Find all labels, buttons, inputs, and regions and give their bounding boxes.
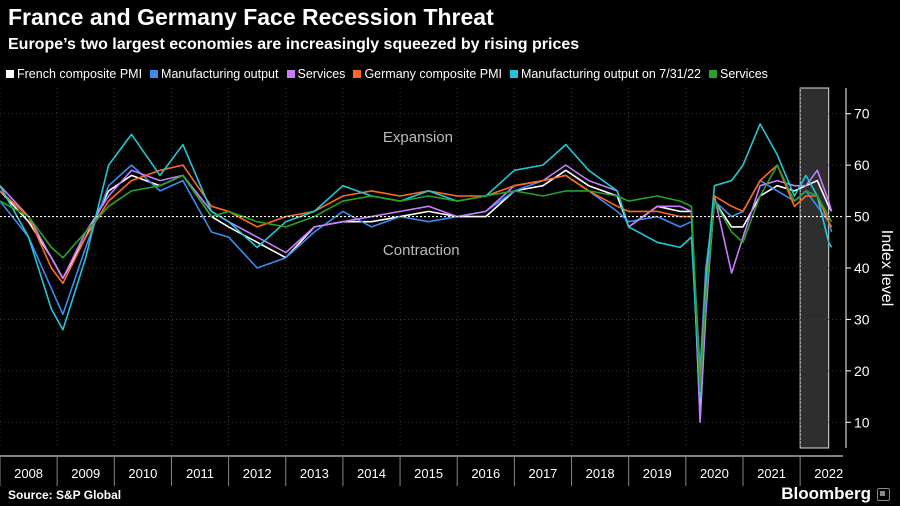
legend-swatch <box>708 70 717 78</box>
x-tick-label: 2012 <box>243 466 272 481</box>
x-tick-label: 2021 <box>757 466 786 481</box>
legend-item: Germany composite PMI <box>353 67 502 81</box>
y-tick-label: 40 <box>854 260 870 276</box>
legend-label: Manufacturing output <box>161 67 279 81</box>
series-line <box>0 123 833 398</box>
legend-item: Manufacturing output <box>150 67 279 81</box>
y-tick-label: 60 <box>854 157 870 173</box>
legend: French composite PMI Manufacturing outpu… <box>6 67 776 81</box>
x-tick-label: 2009 <box>71 466 100 481</box>
annotation-contraction: Contraction <box>383 242 460 259</box>
y-tick-label: 20 <box>854 363 870 379</box>
x-tick-label: 2014 <box>357 466 386 481</box>
series-line <box>0 164 833 393</box>
legend-swatch <box>353 70 362 78</box>
expand-icon[interactable] <box>877 487 890 501</box>
x-tick-label: 2013 <box>300 466 329 481</box>
chart-title: France and Germany Face Recession Threat <box>8 4 494 30</box>
legend-swatch <box>509 70 518 78</box>
x-tick-label: 2018 <box>586 466 615 481</box>
legend-item: Services <box>286 67 346 81</box>
y-tick-label: 30 <box>854 311 870 327</box>
legend-swatch <box>6 70 14 78</box>
source-note: Source: S&P Global <box>8 488 122 502</box>
x-tick-label: 2020 <box>700 466 729 481</box>
brand-logo: Bloomberg <box>781 484 890 504</box>
x-tick-label: 2022 <box>814 466 843 481</box>
x-tick-label: 2019 <box>643 466 672 481</box>
x-tick-label: 2016 <box>471 466 500 481</box>
x-tick-label: 2011 <box>186 466 214 481</box>
legend-item: French composite PMI <box>6 67 142 81</box>
y-tick-label: 70 <box>854 106 870 122</box>
x-tick-label: 2008 <box>14 466 43 481</box>
legend-label: Manufacturing output on 7/31/22 <box>520 67 701 81</box>
legend-label: French composite PMI <box>17 67 143 81</box>
chart-subtitle: Europe’s two largest economies are incre… <box>8 36 580 53</box>
x-tick-label: 2017 <box>528 466 557 481</box>
x-tick-label: 2015 <box>414 466 443 481</box>
legend-swatch <box>286 70 295 78</box>
legend-swatch <box>150 70 159 78</box>
brand-name: Bloomberg <box>781 484 871 503</box>
legend-item: Manufacturing output on 7/31/22 <box>509 67 701 81</box>
y-tick-label: 50 <box>854 209 870 225</box>
legend-item: Services <box>708 67 768 81</box>
x-tick-label: 2010 <box>128 466 157 481</box>
legend-label: Services <box>719 67 768 81</box>
annotation-expansion: Expansion <box>383 129 453 146</box>
series-line <box>0 164 833 388</box>
y-tick-label: 10 <box>854 414 870 430</box>
legend-label: Services <box>297 67 346 81</box>
y-axis-label: Index level <box>878 230 895 307</box>
legend-label: Germany composite PMI <box>364 67 502 81</box>
